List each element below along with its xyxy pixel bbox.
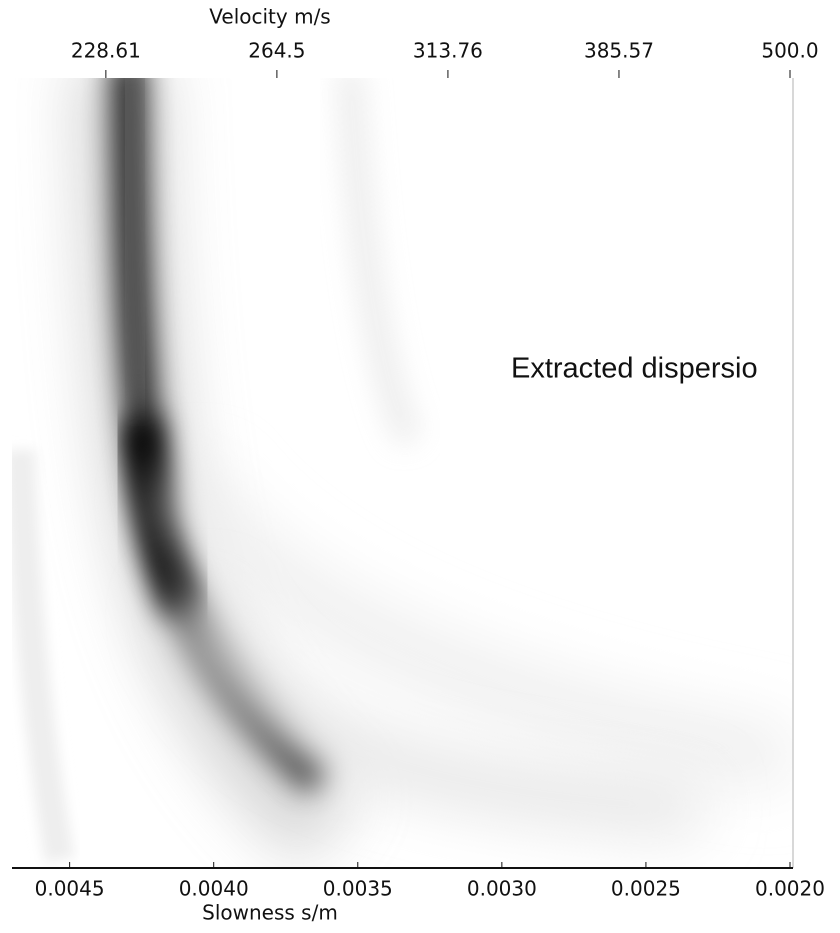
x2-tick-label: 313.76 xyxy=(413,39,483,63)
x-axis-label: Slowness s/m xyxy=(202,901,338,925)
x2-tick-label: 385.57 xyxy=(584,39,654,63)
x2-tick-label: 264.5 xyxy=(248,39,305,63)
x2-tick-label: 228.61 xyxy=(71,39,141,63)
x-tick-label: 0.0030 xyxy=(467,877,537,901)
x-tick-label: 0.0045 xyxy=(35,877,105,901)
x-tick-label: 0.0020 xyxy=(755,877,825,901)
x-tick-label: 0.0025 xyxy=(611,877,681,901)
chart: Velocity m/s Slowness s/m Extracted disp… xyxy=(0,0,840,933)
x2-tick-label: 500.0 xyxy=(761,39,818,63)
x2-axis-label: Velocity m/s xyxy=(209,5,330,29)
annotation: Extracted dispersio xyxy=(511,353,758,385)
x-tick-label: 0.0040 xyxy=(179,877,249,901)
dispersion-image xyxy=(20,60,790,860)
x-tick-label: 0.0035 xyxy=(323,877,393,901)
